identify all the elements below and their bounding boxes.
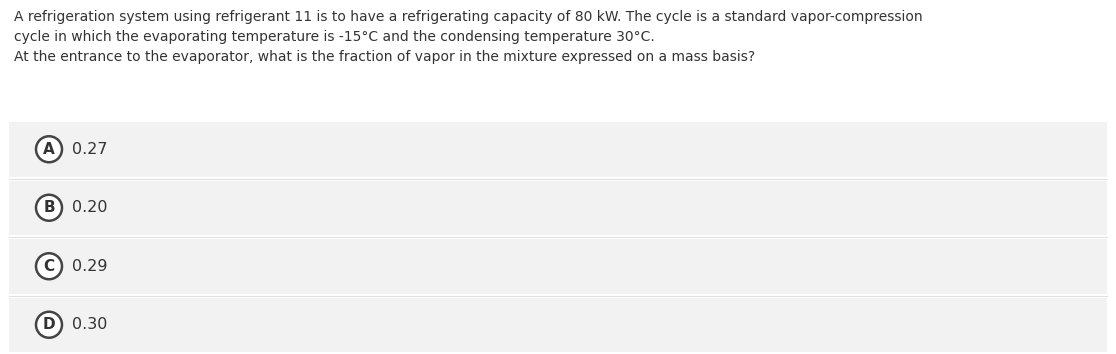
Text: 0.20: 0.20 xyxy=(73,200,107,215)
Text: B: B xyxy=(44,200,55,215)
Text: A refrigeration system using refrigerant 11 is to have a refrigerating capacity : A refrigeration system using refrigerant… xyxy=(15,10,923,24)
Text: A: A xyxy=(44,142,55,157)
Text: At the entrance to the evaporator, what is the fraction of vapor in the mixture : At the entrance to the evaporator, what … xyxy=(15,50,756,64)
FancyBboxPatch shape xyxy=(9,181,1107,235)
Circle shape xyxy=(36,136,62,162)
Text: 0.29: 0.29 xyxy=(73,259,107,274)
FancyBboxPatch shape xyxy=(9,297,1107,352)
FancyBboxPatch shape xyxy=(9,122,1107,177)
Text: 0.30: 0.30 xyxy=(73,317,107,332)
Circle shape xyxy=(36,312,62,338)
FancyBboxPatch shape xyxy=(9,239,1107,293)
Text: C: C xyxy=(44,259,55,274)
Circle shape xyxy=(36,195,62,221)
Text: D: D xyxy=(42,317,56,332)
Circle shape xyxy=(36,253,62,279)
Text: 0.27: 0.27 xyxy=(73,142,107,157)
Text: cycle in which the evaporating temperature is -15°C and the condensing temperatu: cycle in which the evaporating temperatu… xyxy=(15,30,655,44)
